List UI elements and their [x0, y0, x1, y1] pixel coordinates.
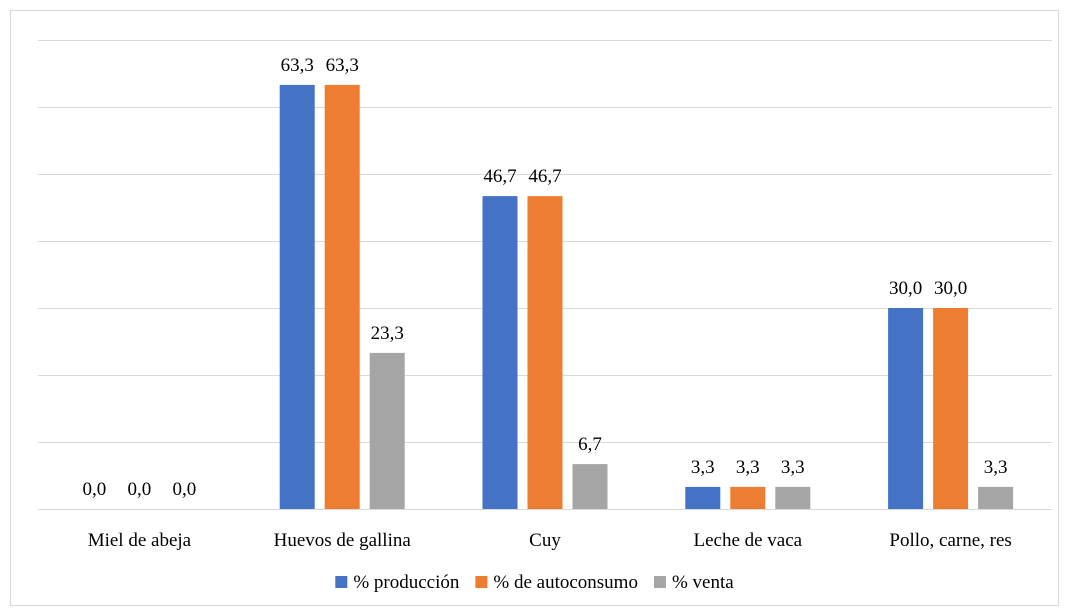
bar-s1-c4: [933, 308, 969, 509]
bar-s1-c2: [527, 196, 563, 510]
category-labels: Miel de abeja Huevos de gallina Cuy Leche d…: [88, 530, 1012, 551]
data-label-s0-c0: 0,0: [83, 479, 107, 500]
legend-swatch-1: [475, 576, 488, 588]
data-label-s0-c3: 3,3: [691, 457, 715, 478]
data-labels: 0,0 0,0 0,0 63,3 63,3 23,3 46,7 46,7 6,7 3,3 3,3 3,…: [83, 55, 1008, 500]
data-label-s1-c2: 46,7: [528, 166, 561, 187]
bar-s1-c1: [324, 84, 360, 509]
bar-s0-c1: [279, 84, 315, 509]
legend-swatch-0: [335, 576, 348, 588]
bar-s0-c3: [685, 486, 721, 509]
data-label-s2-c0: 0,0: [173, 479, 197, 500]
legend: % producción % de autoconsumo % venta: [335, 572, 734, 593]
data-label-s2-c1: 23,3: [371, 323, 404, 344]
category-label-0: Miel de abeja: [88, 530, 192, 551]
bars: [279, 84, 1014, 510]
legend-label-0: % producción: [353, 572, 460, 593]
data-label-s0-c1: 63,3: [281, 55, 314, 76]
bar-s2-c2: [572, 464, 608, 509]
data-label-s1-c0: 0,0: [128, 479, 152, 500]
bar-s2-c3: [775, 486, 811, 509]
legend-item-0: % producción: [335, 572, 460, 593]
bar-s2-c4: [978, 486, 1014, 509]
data-label-s0-c4: 30,0: [889, 278, 922, 299]
data-label-s2-c3: 3,3: [781, 457, 805, 478]
data-label-s1-c1: 63,3: [326, 55, 359, 76]
data-label-s1-c3: 3,3: [736, 457, 760, 478]
legend-swatch-2: [653, 576, 666, 588]
category-label-1: Huevos de gallina: [274, 530, 412, 551]
bar-s0-c4: [888, 308, 924, 509]
category-label-4: Pollo, carne, res: [889, 530, 1011, 551]
bar-s2-c1: [369, 352, 405, 509]
category-label-3: Leche de vaca: [693, 530, 802, 551]
bar-s1-c3: [730, 486, 766, 509]
legend-item-1: % de autoconsumo: [475, 572, 638, 593]
category-label-2: Cuy: [529, 530, 561, 551]
bar-s0-c2: [482, 196, 518, 510]
legend-label-1: % de autoconsumo: [493, 572, 638, 593]
data-label-s0-c2: 46,7: [483, 166, 516, 187]
data-label-s2-c4: 3,3: [984, 457, 1008, 478]
data-label-s1-c4: 30,0: [934, 278, 967, 299]
legend-item-2: % venta: [653, 572, 734, 593]
legend-label-2: % venta: [672, 572, 734, 593]
data-label-s2-c2: 6,7: [578, 434, 602, 455]
